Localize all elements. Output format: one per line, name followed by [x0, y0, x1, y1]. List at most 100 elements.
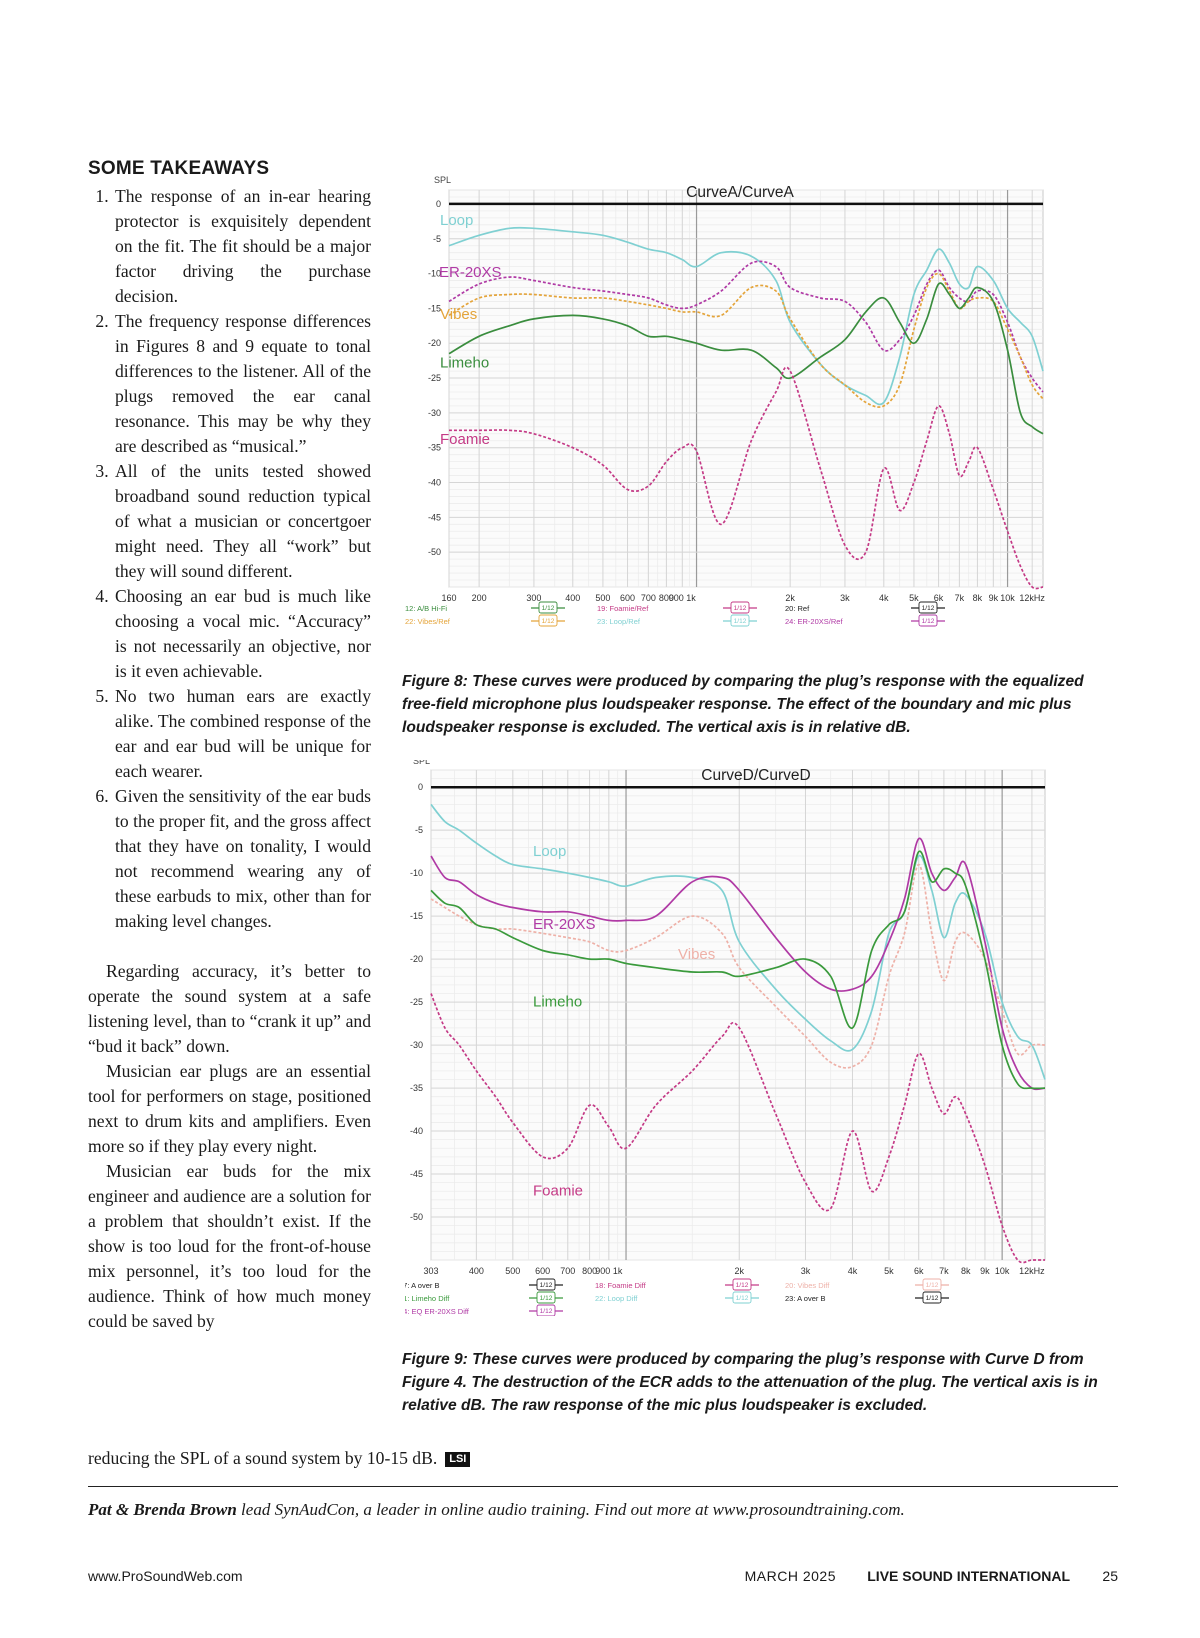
legend-smoothing-label: 1/12 [540, 1282, 553, 1289]
series-line-limeho [448, 282, 1044, 435]
series-line-er-20xs [430, 837, 1046, 1091]
series-line-er-20xs [448, 260, 1044, 393]
legend-entry: 24: ER-20XS/Ref [785, 617, 843, 626]
legend-smoothing-box [538, 614, 558, 627]
y-tick-label: -5 [433, 234, 441, 244]
body-paragraph: Musician ear buds for the mix engineer a… [88, 1161, 371, 1331]
legend-entry: 19: Foamie/Ref [597, 604, 649, 613]
x-tick-label: 900 1k [595, 1266, 623, 1276]
author-bio: Pat & Brenda Brown lead SynAudCon, a lea… [88, 1498, 1118, 1522]
series-label-limeho: Limeho [440, 355, 489, 372]
x-tick-label: 400 [565, 593, 580, 603]
end-badge: LSI [445, 1452, 471, 1467]
y-tick-label: -5 [415, 825, 423, 835]
series-line-foamie [430, 993, 1045, 1264]
author-names: Pat & Brenda Brown [88, 1500, 237, 1519]
legend-entry: 18: Foamie Diff [595, 1281, 647, 1290]
y-tick-label: -15 [410, 911, 423, 921]
footer-publication: LIVE SOUND INTERNATIONAL [867, 1568, 1070, 1584]
x-tick-label: 7k [955, 593, 965, 603]
y-tick-label: 0 [436, 199, 441, 209]
legend-entry: 22: Vibes/Ref [405, 617, 451, 626]
legend-smoothing-box [538, 601, 558, 614]
x-tick-label: 600 [535, 1266, 550, 1276]
legend-smoothing-box [918, 614, 938, 627]
takeaway-item: All of the units tested showed broadband… [113, 459, 371, 584]
y-tick-label: -40 [410, 1126, 423, 1136]
takeaways-list: The response of an in-ear hearing protec… [88, 184, 371, 934]
y-tick-label: -20 [428, 338, 441, 348]
series-line-foamie [449, 366, 1044, 590]
legend-entry: 12: A/B Hi-Fi [405, 604, 447, 613]
x-tick-label: 9k [980, 1266, 990, 1276]
takeaway-item: The response of an in-ear hearing protec… [113, 184, 371, 309]
legend-entry: 21: Limeho Diff [405, 1294, 450, 1303]
footer-url: www.ProSoundWeb.com [88, 1568, 243, 1584]
series-label-limeho: Limeho [533, 993, 582, 1010]
chart-title: CurveA/CurveA [686, 184, 794, 201]
y-tick-label: -40 [428, 478, 441, 488]
y-tick-label: -10 [428, 269, 441, 279]
x-tick-label: 2k [785, 593, 795, 603]
legend-smoothing-label: 1/12 [542, 618, 555, 625]
x-tick-label: 500 [595, 593, 610, 603]
legend-smoothing-box [918, 601, 938, 614]
x-tick-label: 6k [914, 1266, 924, 1276]
section-heading: SOME TAKEAWAYS [88, 158, 270, 179]
body-paragraph: Regarding accuracy, it’s better to opera… [88, 961, 371, 1056]
takeaway-item: Choosing an ear bud is much like choosin… [113, 584, 371, 684]
x-tick-label: 10k [995, 1266, 1010, 1276]
x-tick-label: 12kHz [1019, 1266, 1045, 1276]
x-tick-label: 700 [641, 593, 656, 603]
legend-smoothing-box [730, 614, 750, 627]
x-tick-label: 3k [840, 593, 850, 603]
y-tick-label: -25 [410, 997, 423, 1007]
series-line-loop [430, 803, 1046, 1080]
legend-smoothing-label: 1/12 [542, 605, 555, 612]
footer-page-number: 25 [1102, 1568, 1118, 1584]
legend-entry: 23: Loop/Ref [597, 617, 641, 626]
x-tick-label: 5k [884, 1266, 894, 1276]
x-tick-label: 300 [526, 593, 541, 603]
x-tick-label: 800 [582, 1266, 597, 1276]
y-axis-label: SPL [434, 176, 451, 185]
page-footer: www.ProSoundWeb.com MARCH 2025 LIVE SOUN… [88, 1568, 1118, 1588]
x-tick-label: 8k [973, 593, 983, 603]
takeaway-item: Given the sensitivity of the ear buds to… [113, 784, 371, 934]
x-tick-label: 303 [423, 1266, 438, 1276]
legend-smoothing-label: 1/12 [540, 1308, 553, 1315]
series-label-foamie: Foamie [440, 431, 490, 448]
legend-entry: 22: Loop Diff [595, 1294, 638, 1303]
legend-smoothing-label: 1/12 [736, 1295, 749, 1302]
x-tick-label: 12kHz [1019, 593, 1045, 603]
legend-smoothing-box [536, 1278, 556, 1291]
legend-smoothing-box [536, 1291, 556, 1304]
divider [88, 1486, 1118, 1487]
article-column: SOME TAKEAWAYS The response of an in-ear… [88, 158, 371, 1334]
y-tick-label: -20 [410, 954, 423, 964]
y-tick-label: -50 [428, 547, 441, 557]
series-label-loop: Loop [533, 843, 566, 860]
figure-9-caption: Figure 9: These curves were produced by … [402, 1351, 1098, 1414]
x-tick-label: 160 [441, 593, 456, 603]
legend-smoothing-label: 1/12 [736, 1282, 749, 1289]
series-label-foamie: Foamie [533, 1183, 583, 1200]
legend-entry: 20: Ref [785, 604, 810, 613]
legend-smoothing-box [536, 1304, 556, 1316]
y-axis-label: SPL [413, 760, 430, 766]
x-tick-label: 10k [1000, 593, 1015, 603]
legend-smoothing-label: 1/12 [922, 605, 935, 612]
final-line: reducing the SPL of a sound system by 10… [88, 1446, 888, 1471]
author-bio-text: lead SynAudCon, a leader in online audio… [236, 1500, 905, 1519]
plot-area [430, 769, 1046, 1261]
takeaway-item: No two human ears are exactly alike. The… [113, 684, 371, 784]
x-tick-label: 9k [989, 593, 999, 603]
y-tick-label: -45 [428, 512, 441, 522]
x-tick-label: 400 [469, 1266, 484, 1276]
legend-smoothing-label: 1/12 [734, 605, 747, 612]
x-tick-label: 4k [879, 593, 889, 603]
y-tick-label: -50 [410, 1212, 423, 1222]
x-tick-label: 700 [560, 1266, 575, 1276]
legend-smoothing-label: 1/12 [734, 618, 747, 625]
y-tick-label: -15 [428, 303, 441, 313]
